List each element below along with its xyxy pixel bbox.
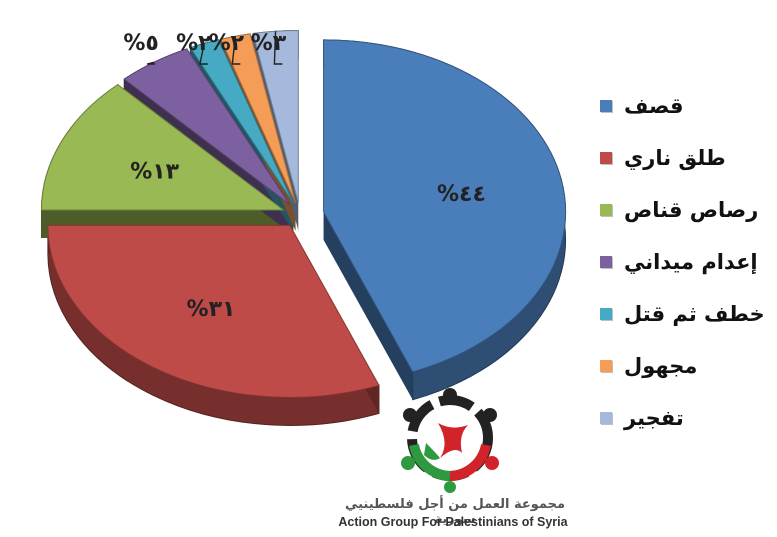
legend-swatch bbox=[600, 360, 612, 372]
pie-slice bbox=[220, 33, 297, 204]
pie-slice bbox=[47, 224, 380, 398]
data-label: %٢ bbox=[209, 31, 245, 56]
legend-item-gunfire: طلق ناري bbox=[600, 132, 770, 184]
legend-item-sniper: رصاص قناص bbox=[600, 184, 770, 236]
logo-icon bbox=[401, 388, 499, 493]
legend-label: قصف bbox=[624, 94, 684, 118]
legend-swatch bbox=[600, 100, 612, 112]
legend-label: مجهول bbox=[624, 354, 698, 378]
legend-label: خطف ثم قتل bbox=[624, 302, 765, 326]
pie-slice bbox=[189, 39, 294, 204]
leader-line bbox=[199, 43, 208, 65]
chart-legend: قصف طلق ناري رصاص قناص إعدام ميداني خطف … bbox=[600, 80, 770, 444]
pie-slice bbox=[40, 83, 285, 211]
legend-item-explosion: تفجير bbox=[600, 392, 770, 444]
legend-item-bombing: قصف bbox=[600, 80, 770, 132]
legend-swatch bbox=[600, 152, 612, 164]
organization-logo bbox=[380, 383, 520, 493]
organization-name-arabic: مجموعة العمل من أجل فلسطينيي سورية bbox=[344, 497, 566, 527]
data-label: %٣١ bbox=[187, 297, 236, 322]
data-label: %٥ bbox=[123, 31, 158, 56]
data-label: %٢ bbox=[176, 31, 212, 56]
organization-name-english: Action Group For Palestinians of Syria bbox=[338, 515, 568, 529]
legend-item-execution: إعدام ميداني bbox=[600, 236, 770, 288]
pie-slice bbox=[252, 29, 299, 203]
legend-label: رصاص قناص bbox=[624, 198, 759, 222]
pie-slice bbox=[323, 39, 567, 373]
leader-line bbox=[146, 61, 156, 65]
legend-item-unknown: مجهول bbox=[600, 340, 770, 392]
legend-swatch bbox=[600, 204, 612, 216]
legend-label: إعدام ميداني bbox=[624, 250, 758, 274]
leader-line bbox=[231, 36, 241, 65]
legend-swatch bbox=[600, 308, 612, 320]
legend-swatch bbox=[600, 412, 612, 424]
legend-swatch bbox=[600, 256, 612, 268]
data-label: %٤٤ bbox=[437, 182, 486, 207]
pie-slice-edge bbox=[323, 211, 413, 400]
leader-line bbox=[273, 31, 283, 65]
legend-label: تفجير bbox=[624, 406, 684, 430]
legend-item-kidnap-kill: خطف ثم قتل bbox=[600, 288, 770, 340]
data-label: %٣ bbox=[251, 31, 287, 56]
data-label: %١٣ bbox=[130, 159, 179, 184]
legend-label: طلق ناري bbox=[624, 146, 726, 170]
